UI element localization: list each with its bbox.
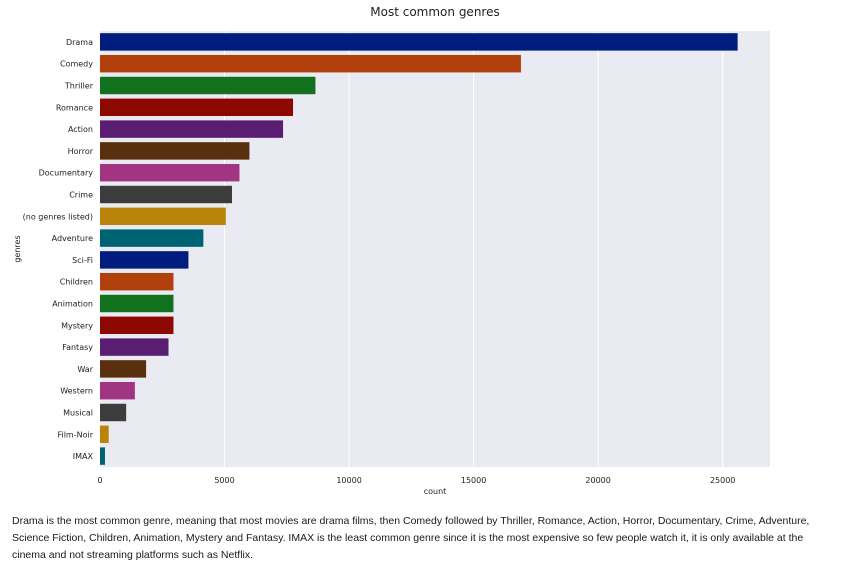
genre-bar-chart: Drama Comedy Thriller Romance Action Horror Do… [13,5,770,496]
caption-paragraph: Drama is the most common genre, meaning … [12,515,810,561]
bar [100,163,240,182]
bar [100,185,233,204]
y-tick-label: Film-Noir [57,430,93,439]
bar [100,98,294,117]
y-tick-label: Thriller [64,82,94,91]
y-tick-label: Children [60,278,93,287]
plot-area [100,31,770,467]
y-tick-label: Comedy [60,60,93,69]
y-tick-label: Fantasy [62,343,93,352]
chart-title: Most common genres [370,5,499,19]
bar [100,338,169,356]
y-tick-label: Adventure [52,234,93,243]
y-tick-label: Horror [68,147,94,156]
y-tick-label: Drama [66,38,93,47]
bar [100,294,174,313]
x-tick-label: 0 [97,476,102,485]
bar [100,403,127,422]
bar [100,316,174,335]
bar [100,207,226,226]
y-tick-label: Romance [56,103,93,112]
bar [100,251,189,269]
bar [100,272,174,291]
bar [100,76,316,95]
bar [100,142,250,160]
x-tick-label: 5000 [214,476,234,485]
y-tick-label: War [77,365,93,374]
y-tick-label: (no genres listed) [23,212,93,221]
y-tick-label: Action [68,125,93,134]
x-tick-labels: 0 5000 10000 15000 20000 25000 [97,476,735,485]
y-tick-label: Documentary [39,169,94,178]
bar [100,54,521,73]
bar [100,381,135,400]
bar [100,447,105,465]
y-tick-label: Western [60,387,93,396]
x-tick-label: 15000 [461,476,486,485]
bar [100,120,284,138]
y-tick-label: Musical [63,409,93,418]
x-tick-label: 25000 [710,476,735,485]
bar [100,360,147,378]
bar [100,425,109,444]
y-tick-label: IMAX [73,452,94,461]
x-tick-label: 10000 [336,476,361,485]
y-tick-label: Mystery [61,321,93,330]
y-tick-label: Crime [69,191,93,200]
y-tick-labels: Drama Comedy Thriller Romance Action Horror Do… [23,38,94,461]
y-tick-label: Sci-Fi [72,256,93,265]
x-tick-label: 20000 [585,476,610,485]
y-axis-label: genres [13,235,22,262]
x-axis-label: count [424,487,447,496]
y-tick-label: Animation [52,300,93,309]
bar [100,229,204,247]
bar [100,33,738,51]
bars [100,33,738,465]
